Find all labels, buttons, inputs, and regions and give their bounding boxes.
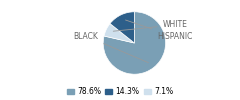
Text: HISPANIC: HISPANIC [126, 20, 193, 41]
Wedge shape [110, 12, 134, 43]
Text: BLACK: BLACK [74, 32, 148, 63]
Wedge shape [103, 12, 166, 74]
Text: WHITE: WHITE [113, 20, 187, 31]
Legend: 78.6%, 14.3%, 7.1%: 78.6%, 14.3%, 7.1% [67, 87, 173, 96]
Wedge shape [104, 24, 134, 43]
